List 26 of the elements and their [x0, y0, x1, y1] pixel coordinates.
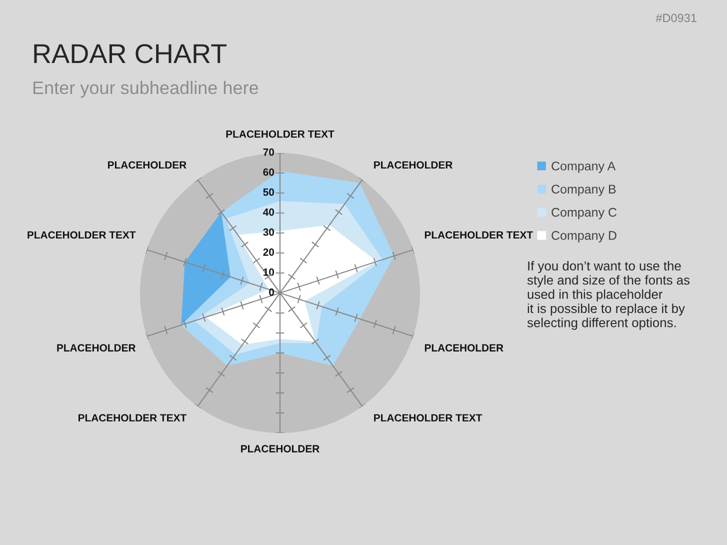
text: If you don’t want to use the style and size of the fonts as used in this placeholder it is possible to replace it by selecting different options. — [527, 261, 690, 330]
text: #D0931 — [656, 14, 696, 22]
y-tick-label: 50 — [263, 188, 274, 196]
legend-label: Company C — [552, 208, 617, 220]
spoke-label: PLACEHOLDER TEXT — [374, 414, 482, 422]
legend-label: Company A — [552, 162, 616, 173]
y-tick-label: 0 — [269, 288, 274, 296]
chart-subtitle: Enter your subheadline here — [33, 80, 258, 98]
spoke-label: PLACEHOLDER — [108, 161, 186, 169]
y-tick-label: 20 — [263, 248, 274, 256]
spoke-label: PLACEHOLDER — [57, 344, 136, 352]
chart-title: RADAR CHART — [34, 44, 227, 64]
spoke-label: PLACEHOLDER TEXT — [424, 231, 533, 239]
spoke-label: PLACEHOLDER — [424, 344, 504, 352]
spoke-label: PLACEHOLDER TEXT — [78, 414, 186, 422]
legend-label: Company B — [552, 184, 616, 196]
legend-label: Company D — [552, 231, 616, 242]
spoke-label: PLACEHOLDER — [374, 161, 452, 169]
y-tick-label: 60 — [263, 168, 274, 176]
spoke-label: PLACEHOLDER — [241, 445, 320, 452]
y-tick-label: 40 — [263, 208, 274, 216]
spoke-label: PLACEHOLDER TEXT — [28, 231, 136, 239]
y-tick-label: 70 — [263, 148, 274, 156]
spoke-label: PLACEHOLDER TEXT — [226, 130, 334, 138]
y-tick-label: 30 — [263, 228, 274, 236]
y-tick-label: 10 — [264, 268, 274, 276]
